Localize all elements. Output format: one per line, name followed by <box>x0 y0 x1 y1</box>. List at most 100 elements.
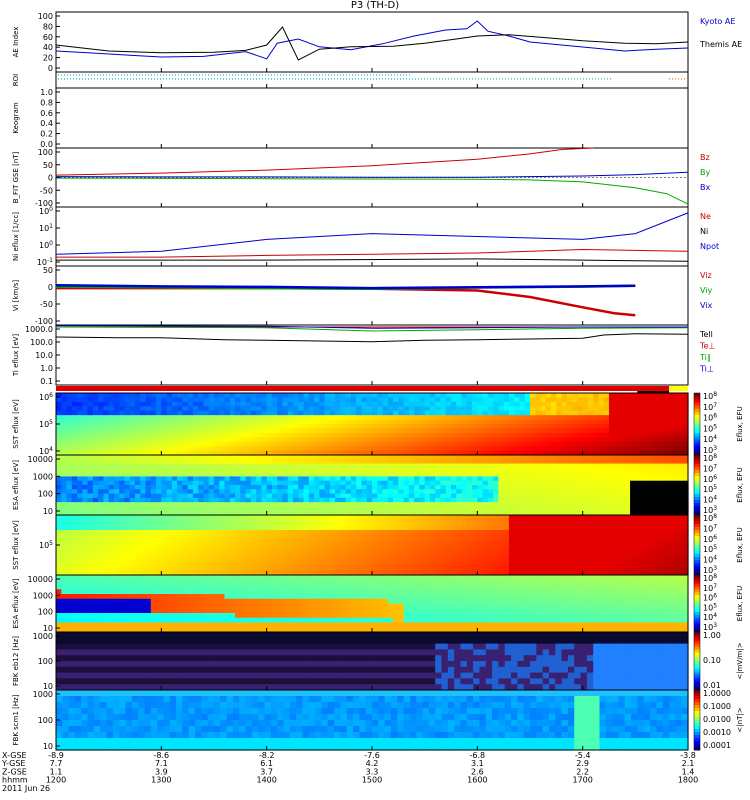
spectrogram-cell <box>77 535 83 541</box>
spectrogram-cell <box>424 424 431 430</box>
spectrogram-cell <box>219 530 226 536</box>
spectrogram-cell <box>429 485 436 490</box>
spectrogram-cell <box>314 510 320 516</box>
spectrogram-cell <box>435 545 442 551</box>
spectrogram-cell <box>682 545 689 551</box>
spectrogram-cell <box>171 446 178 452</box>
spectrogram-cell <box>240 415 247 421</box>
spectrogram-cell <box>377 545 384 551</box>
spectrogram-cell <box>461 406 468 412</box>
spectrogram-cell <box>113 510 120 516</box>
spectrogram-cell <box>166 463 173 469</box>
spectrogram-cell <box>466 428 473 434</box>
spectrogram-cell <box>208 535 215 541</box>
spectrogram-cell <box>466 493 473 499</box>
spectrogram-cell <box>429 506 436 512</box>
spectrogram-cell <box>245 428 252 434</box>
spectrogram-cell <box>129 441 136 447</box>
spectrogram-cell <box>119 432 126 438</box>
spectrogram-cell <box>472 570 478 576</box>
spectrogram-cell <box>156 535 162 541</box>
spectrogram-cell <box>514 550 521 556</box>
spectrogram-cell <box>303 545 310 551</box>
spectrogram-cell <box>113 565 120 571</box>
spectrogram-cell <box>129 502 136 508</box>
spectrogram-cell <box>361 493 368 499</box>
spectrogram-cell <box>603 506 610 512</box>
spectrogram-cell <box>192 463 199 469</box>
spectrogram-cell <box>619 555 626 561</box>
spectrogram-cell <box>572 530 578 536</box>
spectrogram-cell <box>71 594 78 600</box>
spectrogram-cell <box>598 565 605 571</box>
spectrogram-cell <box>382 502 389 508</box>
spectrogram-cell <box>408 525 415 531</box>
spectrogram-cell <box>177 555 183 561</box>
spectrogram-cell <box>240 432 247 438</box>
spectrogram-cell <box>572 393 578 399</box>
spectrogram-cell <box>161 480 168 486</box>
spectrogram-cell <box>614 463 621 469</box>
spectrogram-cell <box>335 497 341 503</box>
spectrogram-cell <box>672 393 679 399</box>
spectrogram-cell <box>498 515 505 521</box>
spectrogram-cell <box>577 432 584 438</box>
spectrogram-cell <box>240 446 247 452</box>
spectrogram-cell <box>314 485 320 490</box>
spectrogram-cell <box>345 550 352 556</box>
spectrogram-cell <box>535 555 542 561</box>
spectrogram-cell <box>98 520 104 526</box>
spectrogram-cell <box>530 570 536 576</box>
spectrogram-cell <box>624 432 631 438</box>
spectrogram-cell <box>140 480 147 486</box>
spectrogram-cell <box>630 455 636 460</box>
spectrogram-cell <box>587 493 594 499</box>
spectrogram-cell <box>577 450 584 456</box>
spectrogram-cell <box>514 565 521 571</box>
spectrogram-cell <box>429 441 436 447</box>
spectrogram-cell <box>108 540 115 546</box>
spectrogram-cell <box>82 540 89 546</box>
spectrogram-cell <box>614 432 621 438</box>
spectrogram-cell <box>119 515 126 521</box>
spectrogram-cell <box>451 530 457 536</box>
spectrogram-cell <box>503 410 510 416</box>
spectrogram-cell <box>282 502 289 508</box>
spectrogram-cell <box>356 393 363 399</box>
spectrogram-cell <box>119 441 126 447</box>
spectrogram-cell <box>135 603 141 609</box>
spectrogram-cell <box>98 497 104 503</box>
spectrogram-cell <box>171 463 178 469</box>
spectrogram-cell <box>113 540 120 546</box>
spectrogram-cell <box>493 415 499 421</box>
spectrogram-cell <box>461 506 468 512</box>
spectrogram-cell <box>587 565 594 571</box>
spectrogram-cell <box>619 463 626 469</box>
spectrogram-cell <box>614 428 621 434</box>
spectrogram-cell <box>408 489 415 495</box>
spectrogram-cell <box>103 506 110 512</box>
spectrogram-cell <box>82 428 89 434</box>
spectrogram-cell <box>403 406 410 412</box>
spectrogram-cell <box>82 545 89 551</box>
spectrogram-cell <box>482 506 489 512</box>
spectrogram-cell <box>340 401 347 407</box>
spectrogram-cell <box>229 424 236 430</box>
spectrogram-cell <box>445 535 452 541</box>
spectrogram-cell <box>429 525 436 531</box>
spectrogram-cell <box>498 401 505 407</box>
spectrogram-cell <box>451 441 457 447</box>
spectrogram-cell <box>66 613 73 619</box>
spectrogram-cell <box>377 397 384 403</box>
spectrogram-cell <box>177 472 183 478</box>
spectrogram-cell <box>382 441 389 447</box>
spectrogram-cell <box>103 446 110 452</box>
spectrogram-cell <box>224 463 231 469</box>
spectrogram-cell <box>651 406 657 412</box>
spectrogram-cell <box>177 441 183 447</box>
spectrogram-cell <box>372 432 378 438</box>
spectrogram-cell <box>192 393 199 399</box>
spectrogram-cell <box>519 432 526 438</box>
spectrogram-cell <box>503 467 510 473</box>
spectrogram-cell <box>98 608 104 614</box>
